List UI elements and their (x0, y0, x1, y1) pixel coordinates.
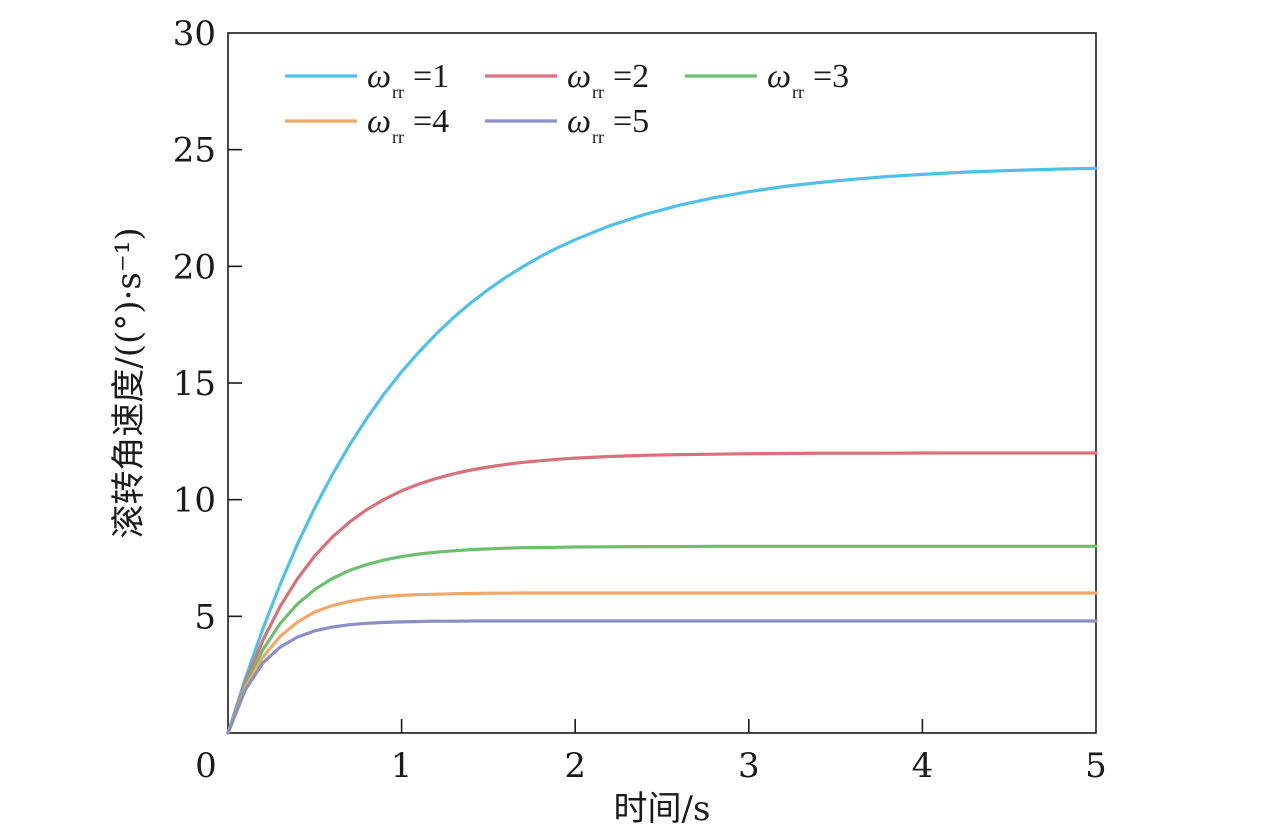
y-tick-label: 10 (173, 481, 216, 521)
x-tick-label: 5 (1085, 746, 1107, 786)
legend-symbol: ω (567, 103, 591, 140)
plot-area: 0 1 2 3 4 5 5 10 15 20 25 30 (173, 14, 1107, 786)
legend-item-1: ω rr =1 (285, 58, 449, 102)
legend-subscript: rr (392, 127, 404, 147)
x-tick-label: 0 (195, 746, 217, 786)
legend-item-4: ω rr =4 (285, 103, 449, 147)
legend-item-3: ω rr =3 (685, 58, 849, 102)
y-tick-label: 5 (194, 597, 216, 637)
x-tick-label: 3 (738, 746, 760, 786)
x-axis-title: 时间/s (614, 789, 711, 829)
legend-symbol: ω (767, 58, 791, 95)
legend-value: =2 (613, 58, 649, 95)
y-axis-title: 滚转角速度/((°)·s⁻¹) (109, 227, 149, 538)
legend-item-5: ω rr =5 (485, 103, 649, 147)
series-line-1 (226, 166, 1098, 735)
x-tick-label: 1 (391, 746, 413, 786)
legend-value: =5 (613, 103, 649, 140)
x-axis: 0 1 2 3 4 5 (195, 719, 1107, 786)
legend-subscript: rr (392, 82, 404, 102)
legend-subscript: rr (792, 82, 804, 102)
series-lines (226, 166, 1098, 735)
legend-value: =1 (413, 58, 449, 95)
legend: ω rr =1 ω rr =2 ω rr =3ω rr =4 ω rr =5 (285, 58, 849, 147)
series-line-4 (226, 591, 1098, 735)
series-line-2 (226, 451, 1098, 735)
y-tick-label: 30 (173, 14, 216, 54)
x-tick-label: 4 (912, 746, 934, 786)
y-tick-label: 20 (173, 247, 216, 287)
x-tick-label: 2 (564, 746, 586, 786)
legend-item-2: ω rr =2 (485, 58, 649, 102)
y-tick-label: 25 (173, 131, 216, 171)
legend-symbol: ω (367, 58, 391, 95)
legend-symbol: ω (367, 103, 391, 140)
legend-symbol: ω (567, 58, 591, 95)
series-line-5 (226, 619, 1098, 735)
legend-value: =3 (813, 58, 849, 95)
y-tick-label: 15 (173, 364, 216, 404)
series-line-3 (226, 544, 1098, 735)
y-axis: 5 10 15 20 25 30 (173, 14, 242, 637)
legend-subscript: rr (592, 82, 604, 102)
plot-frame (227, 32, 1097, 734)
legend-value: =4 (413, 103, 449, 140)
legend-subscript: rr (592, 127, 604, 147)
